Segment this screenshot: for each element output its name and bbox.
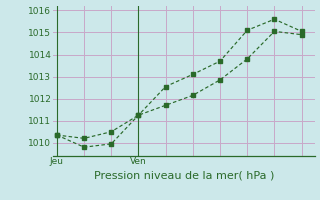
X-axis label: Pression niveau de la mer( hPa ): Pression niveau de la mer( hPa ) [94,171,274,181]
